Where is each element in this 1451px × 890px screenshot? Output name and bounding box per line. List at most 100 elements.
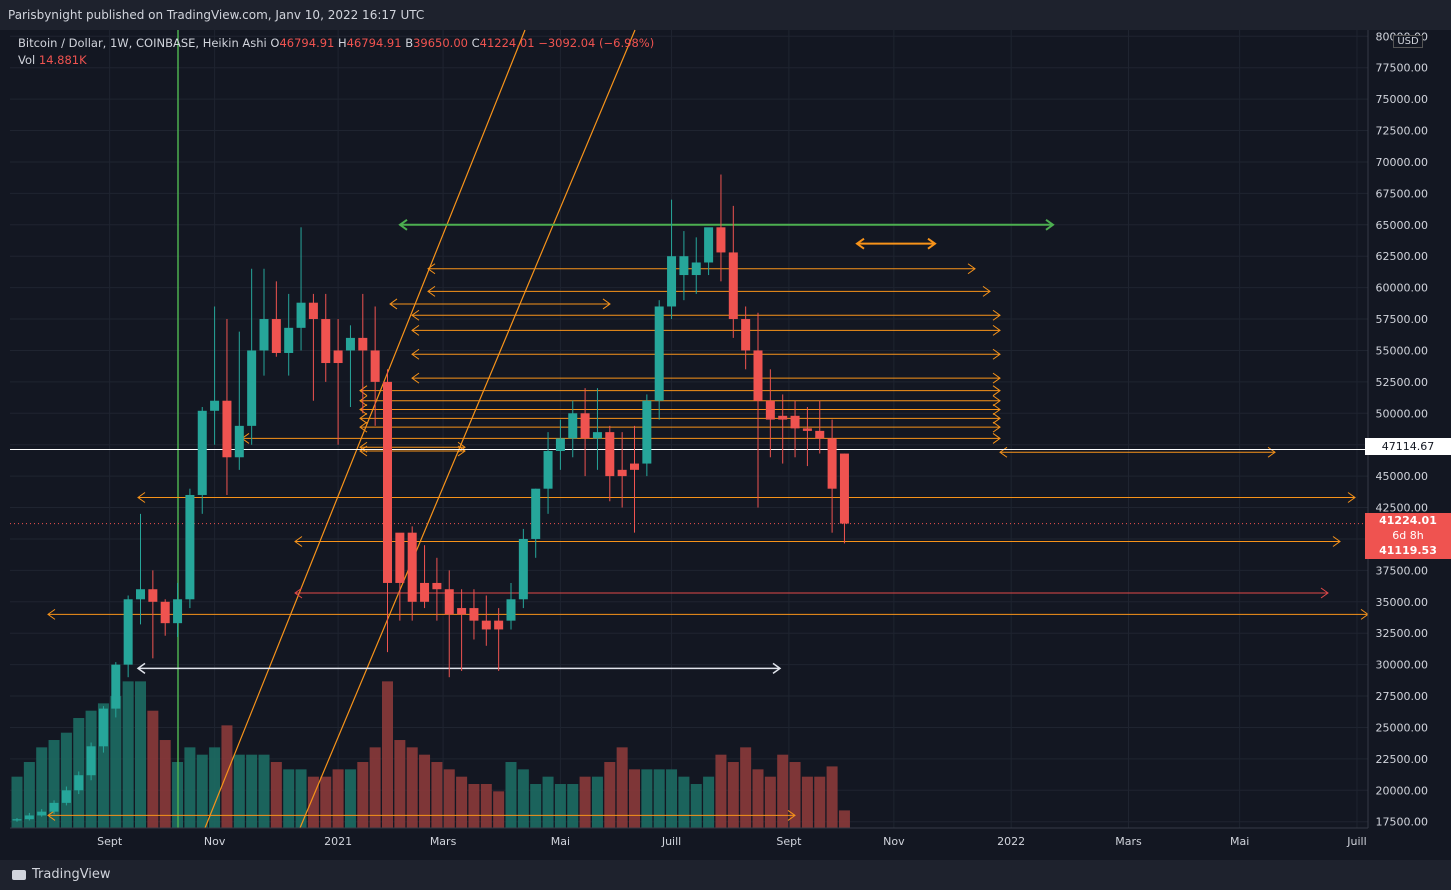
candle-body[interactable] [148,589,158,602]
volume-bar [567,784,579,828]
candle-body[interactable] [617,469,627,477]
candle-body[interactable] [605,432,615,477]
volume-bar [604,762,616,828]
candle-body[interactable] [642,400,652,464]
fib-arrow-line-head-left [47,810,56,821]
candle-body[interactable] [543,450,553,489]
candle-body[interactable] [111,664,121,709]
volume-bar [629,769,640,828]
candle-body[interactable] [716,227,726,253]
candle-body[interactable] [333,350,343,364]
y-tick-label: 50000.00 [1376,407,1429,420]
candle-body[interactable] [667,256,677,307]
volume-bar [616,747,628,828]
candle-body[interactable] [778,415,788,420]
candle-body[interactable] [136,589,145,600]
white-arrow-line-head-right [772,662,782,675]
candle-body[interactable] [234,425,244,458]
volume-bar [530,784,542,828]
candle-body[interactable] [37,811,47,816]
candle-body[interactable] [765,400,775,420]
x-tick-label: Nov [883,835,905,848]
candle-body[interactable] [197,410,207,495]
candle-body[interactable] [173,599,183,624]
y-tick-label: 77500.00 [1376,62,1429,75]
candle-body[interactable] [518,538,528,600]
candle-body[interactable] [704,227,714,263]
price-axis[interactable] [1368,30,1451,828]
candle-body[interactable] [815,430,825,439]
candle-body[interactable] [580,413,590,439]
candle-body[interactable] [679,256,689,276]
candle-body[interactable] [531,488,541,539]
tradingview-logo[interactable]: TradingView [12,867,111,882]
candle-body[interactable] [481,620,491,630]
candle-body[interactable] [61,790,71,803]
x-tick-label: Juill [1346,835,1366,848]
candle-body[interactable] [24,815,34,820]
candle-body[interactable] [753,350,763,401]
candle-body[interactable] [444,589,454,615]
candle-body[interactable] [555,438,565,451]
candle-body[interactable] [271,319,281,353]
candle-body[interactable] [802,428,812,431]
countdown: 6d 8h [1392,529,1424,542]
candle-body[interactable] [259,319,269,351]
candle-body[interactable] [691,262,701,276]
candle-body[interactable] [790,415,800,429]
candle-body[interactable] [247,350,257,426]
volume-bar [517,769,529,828]
volume-bar [283,769,295,828]
candle-body[interactable] [457,608,467,615]
candle-body[interactable] [654,306,664,401]
candle-body[interactable] [506,599,516,621]
volume-bar [147,710,159,828]
fib-arrow-line-head-right [992,412,1001,424]
trendline-upper[interactable] [204,29,526,829]
candle-body[interactable] [432,582,442,590]
candle-body[interactable] [358,337,368,351]
candle-body[interactable] [296,302,306,328]
candle-body[interactable] [407,532,417,602]
candle-body[interactable] [494,620,504,630]
volume-bar [122,681,134,828]
fib-arrow-line-head-right [457,445,466,457]
candle-body[interactable] [308,302,318,320]
candle-body[interactable] [741,319,751,351]
volume-bar [653,769,665,828]
candle-body[interactable] [420,582,430,602]
last-price-badge: 41224.01 6d 8h 41119.53 [1365,513,1451,559]
candle-body[interactable] [592,432,602,439]
volume-bar [295,769,307,828]
candle-body[interactable] [827,438,837,489]
candle-body[interactable] [383,381,392,583]
trendline-lower[interactable] [299,29,636,829]
volume-bar [814,776,826,828]
candle-body[interactable] [568,413,578,439]
candle-body[interactable] [160,601,170,624]
candle-body[interactable] [284,327,294,353]
candle-body[interactable] [222,400,232,458]
candle-body[interactable] [321,319,331,364]
candle-body[interactable] [630,463,639,470]
candle-body[interactable] [395,532,405,583]
candle-body[interactable] [98,708,108,747]
volume-bar [777,754,789,828]
candle-body[interactable] [74,775,84,791]
green-arrow-line-head-left [398,218,408,231]
candle-body[interactable] [210,400,220,411]
candle-body[interactable] [185,494,195,600]
candle-body[interactable] [86,746,96,776]
candle-body[interactable] [49,802,59,812]
candle-body[interactable] [839,453,849,524]
candle-body[interactable] [345,337,355,351]
candle-body[interactable] [12,819,22,821]
candle-body[interactable] [370,350,380,382]
candle-body[interactable] [728,252,738,320]
fib-arrow-line-head-right [992,372,1001,384]
candle-body[interactable] [469,608,479,621]
top-orange-arrow-head-right [927,237,937,250]
volume-bar [493,791,505,828]
candle-body[interactable] [123,599,133,665]
